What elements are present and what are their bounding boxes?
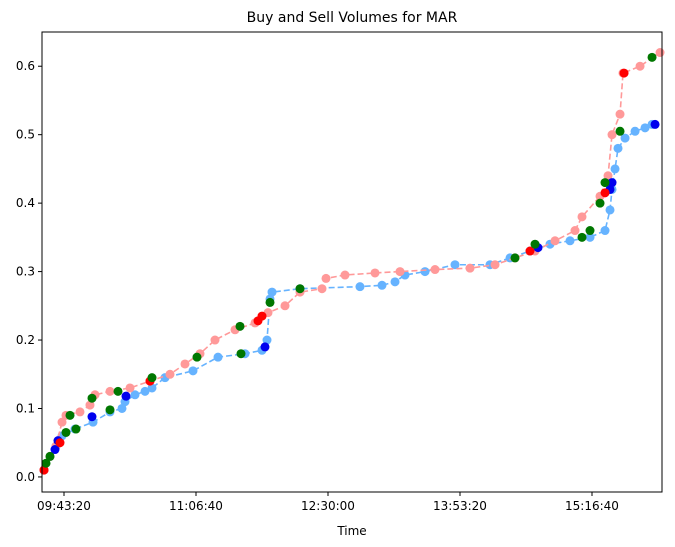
point bbox=[147, 373, 157, 383]
y-tick-label: 0.0 bbox=[16, 470, 35, 484]
point bbox=[50, 445, 60, 455]
point bbox=[45, 451, 55, 461]
point bbox=[620, 133, 630, 143]
point bbox=[450, 260, 460, 270]
x-tick-label: 15:16:40 bbox=[565, 499, 619, 513]
point bbox=[640, 123, 650, 133]
x-tick-label: 11:06:40 bbox=[169, 499, 223, 513]
point bbox=[577, 232, 587, 242]
point bbox=[650, 119, 660, 129]
y-tick-label: 0.1 bbox=[16, 401, 35, 415]
point bbox=[577, 212, 587, 222]
y-tick-label: 0.5 bbox=[16, 128, 35, 142]
point bbox=[430, 265, 440, 275]
point bbox=[130, 390, 140, 400]
point bbox=[420, 267, 430, 277]
point bbox=[117, 403, 127, 413]
point bbox=[630, 126, 640, 136]
point bbox=[113, 386, 123, 396]
series-line bbox=[43, 123, 653, 471]
chart-title: Buy and Sell Volumes for MAR bbox=[247, 10, 458, 26]
point bbox=[619, 68, 629, 78]
point bbox=[57, 417, 67, 427]
point bbox=[262, 335, 272, 345]
point bbox=[280, 301, 290, 311]
point bbox=[565, 236, 575, 246]
point bbox=[105, 405, 115, 415]
point bbox=[105, 386, 115, 396]
y-tick-label: 0.6 bbox=[16, 59, 35, 73]
point bbox=[55, 438, 65, 448]
y-tick-label: 0.4 bbox=[16, 196, 35, 210]
point bbox=[267, 287, 277, 297]
point bbox=[615, 109, 625, 119]
point bbox=[595, 198, 605, 208]
x-axis-label: Time bbox=[336, 524, 366, 538]
point bbox=[236, 349, 246, 359]
point bbox=[613, 143, 623, 153]
point bbox=[340, 270, 350, 280]
point bbox=[121, 391, 131, 401]
point bbox=[192, 352, 202, 362]
point bbox=[257, 311, 267, 321]
point bbox=[317, 284, 327, 294]
point bbox=[75, 407, 85, 417]
point bbox=[210, 335, 220, 345]
x-tick-label: 09:43:20 bbox=[37, 499, 91, 513]
point bbox=[610, 164, 620, 174]
y-tick-label: 0.2 bbox=[16, 333, 35, 347]
point bbox=[605, 205, 615, 215]
point bbox=[390, 277, 400, 287]
point bbox=[61, 427, 71, 437]
point bbox=[321, 273, 331, 283]
point bbox=[603, 171, 613, 181]
plot-frame bbox=[41, 31, 663, 493]
point bbox=[585, 232, 595, 242]
point bbox=[180, 359, 190, 369]
point bbox=[600, 188, 610, 198]
point bbox=[65, 410, 75, 420]
point bbox=[235, 321, 245, 331]
point bbox=[41, 458, 51, 468]
point bbox=[510, 253, 520, 263]
point bbox=[140, 386, 150, 396]
point bbox=[600, 226, 610, 236]
point bbox=[585, 226, 595, 236]
point bbox=[465, 263, 475, 273]
point bbox=[147, 383, 157, 393]
point bbox=[615, 126, 625, 136]
point bbox=[265, 297, 275, 307]
point bbox=[165, 369, 175, 379]
point bbox=[295, 284, 305, 294]
point bbox=[570, 226, 580, 236]
point bbox=[525, 246, 535, 256]
point bbox=[635, 61, 645, 71]
x-tick-label: 12:30:00 bbox=[301, 499, 355, 513]
point bbox=[213, 352, 223, 362]
point bbox=[530, 239, 540, 249]
point bbox=[600, 178, 610, 188]
point bbox=[85, 400, 95, 410]
point bbox=[355, 282, 365, 292]
point bbox=[370, 268, 380, 278]
point bbox=[71, 424, 81, 434]
point bbox=[607, 130, 617, 140]
point bbox=[490, 260, 500, 270]
x-tick-label: 13:53:20 bbox=[433, 499, 487, 513]
point bbox=[655, 48, 665, 58]
point bbox=[188, 366, 198, 376]
point bbox=[395, 267, 405, 277]
point bbox=[260, 342, 270, 352]
y-tick-label: 0.3 bbox=[16, 265, 35, 279]
point bbox=[607, 178, 617, 188]
point bbox=[377, 280, 387, 290]
point bbox=[87, 393, 97, 403]
series-line bbox=[43, 51, 661, 471]
point bbox=[125, 383, 135, 393]
point bbox=[550, 236, 560, 246]
point bbox=[87, 412, 97, 422]
point bbox=[647, 52, 657, 62]
